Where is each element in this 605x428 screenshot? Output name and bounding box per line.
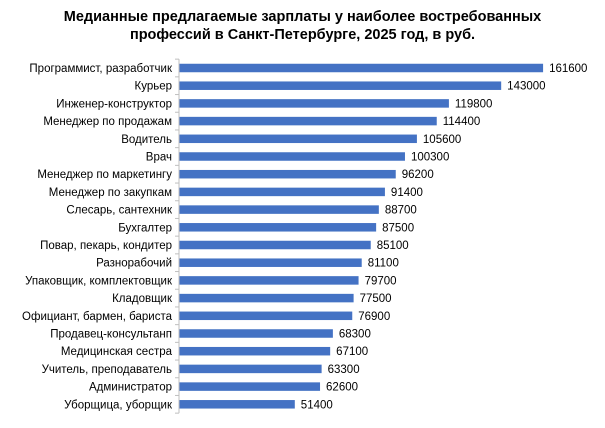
bar	[179, 169, 396, 179]
bar	[179, 134, 417, 144]
bar	[179, 187, 385, 197]
value-label: 63300	[328, 364, 360, 376]
value-label: 81100	[368, 258, 399, 270]
bar	[179, 99, 449, 108]
category-label: Менеджер по продажам	[43, 116, 172, 128]
value-label: 79700	[365, 275, 397, 287]
bar	[179, 400, 295, 409]
value-label: 68300	[339, 329, 371, 341]
category-label: Программист, разработчик	[29, 63, 173, 75]
bar	[179, 293, 354, 303]
value-label: 62600	[326, 382, 358, 394]
category-label: Инженер-конструктор	[56, 98, 172, 110]
bar	[179, 223, 377, 232]
bar	[179, 276, 359, 285]
category-label: Медицинская сестра	[61, 346, 173, 358]
category-label: Менеджер по закупкам	[49, 187, 172, 199]
value-label: 87500	[382, 222, 414, 234]
bar	[179, 364, 322, 374]
bar	[179, 152, 405, 161]
value-label: 67100	[336, 346, 368, 358]
value-label: 105600	[423, 134, 461, 146]
bar	[179, 311, 353, 321]
category-label: Бухгалтер	[118, 222, 172, 234]
value-label: 51400	[301, 399, 333, 411]
chart-title: Медианные предлагаемые зарплаты у наибол…	[0, 8, 605, 44]
bar	[179, 240, 371, 250]
category-label: Администратор	[89, 382, 172, 394]
category-label: Слесарь, сантехник	[66, 205, 173, 217]
bar	[179, 63, 544, 73]
chart-title-line-1: Медианные предлагаемые зарплаты у наибол…	[63, 9, 542, 25]
value-label: 96200	[402, 169, 434, 181]
value-label: 91400	[391, 187, 423, 199]
category-label: Уборщица, уборщик	[64, 399, 173, 411]
bar	[179, 346, 331, 356]
category-label: Кладовщик	[112, 293, 173, 305]
category-label: Курьер	[135, 81, 173, 93]
value-label: 100300	[411, 152, 449, 164]
value-label: 88700	[385, 205, 417, 217]
bar	[179, 81, 502, 90]
category-label: Учитель, преподаватель	[42, 364, 172, 376]
category-label: Официант, бармен, бариста	[22, 311, 173, 323]
value-label: 85100	[377, 240, 409, 252]
category-label: Менеджер по маркетингу	[37, 169, 172, 181]
value-label: 119800	[455, 98, 493, 110]
value-label: 76900	[358, 311, 390, 323]
value-label: 143000	[507, 81, 545, 93]
bar	[179, 329, 333, 338]
category-label: Продавец-консультанп	[50, 329, 172, 341]
category-label: Упаковщик, комплектовщик	[25, 275, 173, 287]
bar	[179, 205, 379, 214]
bar	[179, 116, 437, 126]
chart-title-line-2: профессий в Санкт-Петербурге, 2025 год, …	[129, 27, 476, 43]
value-label: 161600	[549, 63, 587, 75]
bar	[179, 382, 321, 391]
category-label: Водитель	[121, 134, 172, 146]
category-label: Разнорабочий	[96, 258, 172, 270]
value-label: 114400	[443, 116, 481, 128]
value-label: 77500	[360, 293, 392, 305]
category-label: Повар, пекарь, кондитер	[40, 240, 172, 252]
category-label: Врач	[146, 152, 172, 164]
bar	[179, 258, 362, 267]
